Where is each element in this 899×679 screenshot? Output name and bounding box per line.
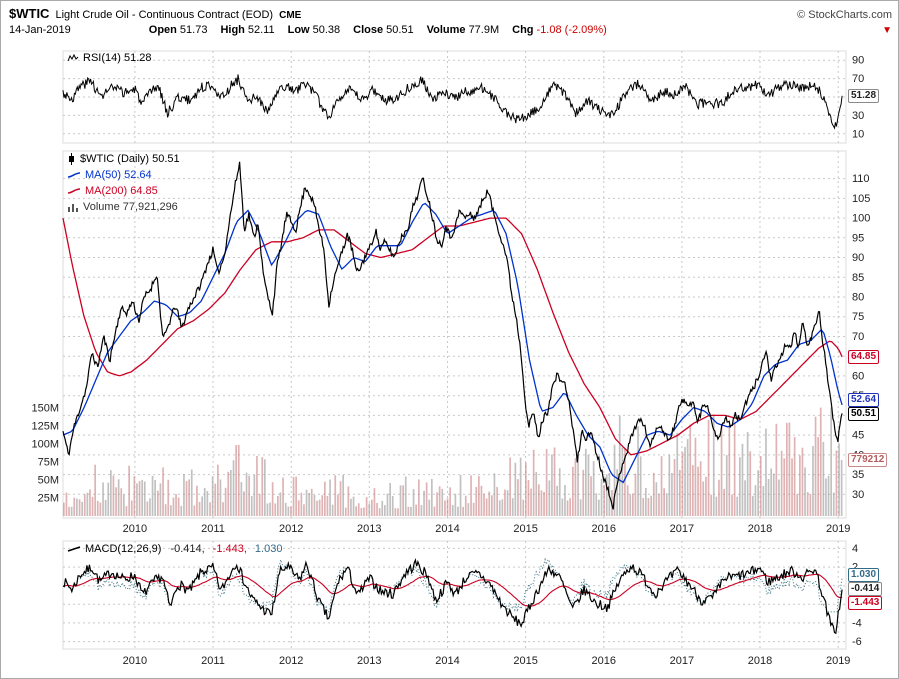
- macd-signal-value: -1.443,: [212, 543, 247, 555]
- svg-text:75: 75: [852, 311, 864, 323]
- svg-text:80: 80: [852, 292, 864, 304]
- svg-text:2013: 2013: [357, 655, 381, 667]
- svg-text:70: 70: [852, 73, 864, 85]
- ma50-value-box: 52.64: [848, 393, 880, 407]
- line-chart-icon: [67, 53, 79, 62]
- quote-date: 14-Jan-2019: [9, 24, 71, 36]
- svg-text:2010: 2010: [123, 523, 147, 535]
- macd-legend: MACD(12,26,9) -0.414, -1.443, 1.030: [67, 543, 282, 555]
- macd-line-value: -0.414,: [170, 543, 205, 555]
- svg-text:2017: 2017: [670, 655, 694, 667]
- svg-text:2016: 2016: [592, 523, 616, 535]
- close-value-box: 50.51: [848, 407, 880, 421]
- svg-text:110: 110: [852, 173, 870, 185]
- ma50-line-icon: [67, 172, 81, 178]
- chart-header: $WTIC Light Crude Oil - Continuous Contr…: [9, 6, 892, 21]
- svg-text:100M: 100M: [31, 439, 59, 451]
- macd-hist-value-box: 1.030: [848, 568, 880, 582]
- svg-text:2010: 2010: [123, 655, 147, 667]
- rsi-legend: RSI(14) 51.28: [67, 52, 151, 64]
- svg-text:2: 2: [852, 562, 858, 574]
- svg-text:2012: 2012: [279, 523, 303, 535]
- high-field: High 52.11: [220, 24, 275, 36]
- ohlc-fields: Open 51.73 High 52.11 Low 50.38 Close 50.51 …: [149, 24, 607, 36]
- macd-signal-value-box: -1.443: [848, 596, 883, 610]
- svg-text:10: 10: [852, 128, 864, 140]
- volume-field: Volume 77.9M: [426, 24, 500, 36]
- svg-text:25M: 25M: [38, 493, 59, 505]
- svg-text:45: 45: [852, 430, 864, 442]
- macd-line-value-box: -0.414: [848, 582, 883, 596]
- svg-text:35: 35: [852, 469, 864, 481]
- quote-summary-row: 14-Jan-2019 Open 51.73 High 52.11 Low 50.38…: [9, 24, 892, 36]
- svg-text:2011: 2011: [201, 655, 225, 667]
- svg-text:60: 60: [852, 370, 864, 382]
- svg-text:-6: -6: [852, 636, 862, 648]
- svg-text:2014: 2014: [435, 655, 459, 667]
- svg-text:2017: 2017: [670, 523, 694, 535]
- svg-text:-4: -4: [852, 617, 862, 629]
- svg-text:2013: 2013: [357, 523, 381, 535]
- svg-text:105: 105: [852, 193, 870, 205]
- svg-text:75M: 75M: [38, 457, 59, 469]
- price-legend: $WTIC (Daily) 50.51: [67, 153, 180, 165]
- svg-text:85: 85: [852, 272, 864, 284]
- volume-legend: Volume 77,921,296: [67, 201, 178, 213]
- svg-text:2012: 2012: [279, 655, 303, 667]
- svg-text:2016: 2016: [592, 655, 616, 667]
- down-triangle-icon: ▼: [882, 25, 892, 36]
- svg-text:2018: 2018: [748, 655, 772, 667]
- svg-text:2014: 2014: [435, 523, 459, 535]
- ma200-value-box: 64.85: [848, 350, 880, 364]
- svg-text:2019: 2019: [826, 655, 850, 667]
- svg-text:90: 90: [852, 55, 864, 67]
- rsi-value-box: 51.28: [848, 89, 880, 103]
- change-field: Chg -1.08 (-2.09%): [512, 24, 607, 36]
- svg-text:2015: 2015: [513, 655, 537, 667]
- svg-text:2018: 2018: [748, 523, 772, 535]
- ma50-legend: MA(50) 52.64: [67, 169, 152, 181]
- open-field: Open 51.73: [148, 24, 208, 36]
- low-field: Low 50.38: [287, 24, 341, 36]
- ma200-legend: MA(200) 64.85: [67, 185, 158, 197]
- copyright-text: © StockCharts.com: [797, 9, 892, 21]
- svg-text:2011: 2011: [201, 523, 225, 535]
- svg-text:2019: 2019: [826, 523, 850, 535]
- ticker-symbol: $WTIC: [9, 6, 50, 21]
- svg-text:100: 100: [852, 213, 870, 225]
- ma200-line-icon: [67, 188, 81, 194]
- close-field: Close 50.51: [353, 24, 414, 36]
- svg-text:125M: 125M: [31, 421, 59, 433]
- candlestick-icon: [69, 153, 74, 165]
- svg-text:50M: 50M: [38, 475, 59, 487]
- svg-text:2015: 2015: [513, 523, 537, 535]
- svg-text:70: 70: [852, 331, 864, 343]
- svg-text:150M: 150M: [31, 403, 59, 415]
- instrument-name: Light Crude Oil - Continuous Contract (E…: [55, 9, 274, 21]
- bar-chart-icon: [68, 204, 78, 212]
- exchange-label: CME: [279, 10, 302, 21]
- svg-text:90: 90: [852, 252, 864, 264]
- macd-hist-value: 1.030: [254, 543, 283, 555]
- macd-line-icon: [67, 546, 81, 552]
- svg-text:95: 95: [852, 232, 864, 244]
- svg-text:30: 30: [852, 489, 864, 501]
- svg-text:4: 4: [852, 543, 858, 555]
- svg-text:30: 30: [852, 110, 864, 122]
- volume-value-box: 779212: [848, 453, 888, 467]
